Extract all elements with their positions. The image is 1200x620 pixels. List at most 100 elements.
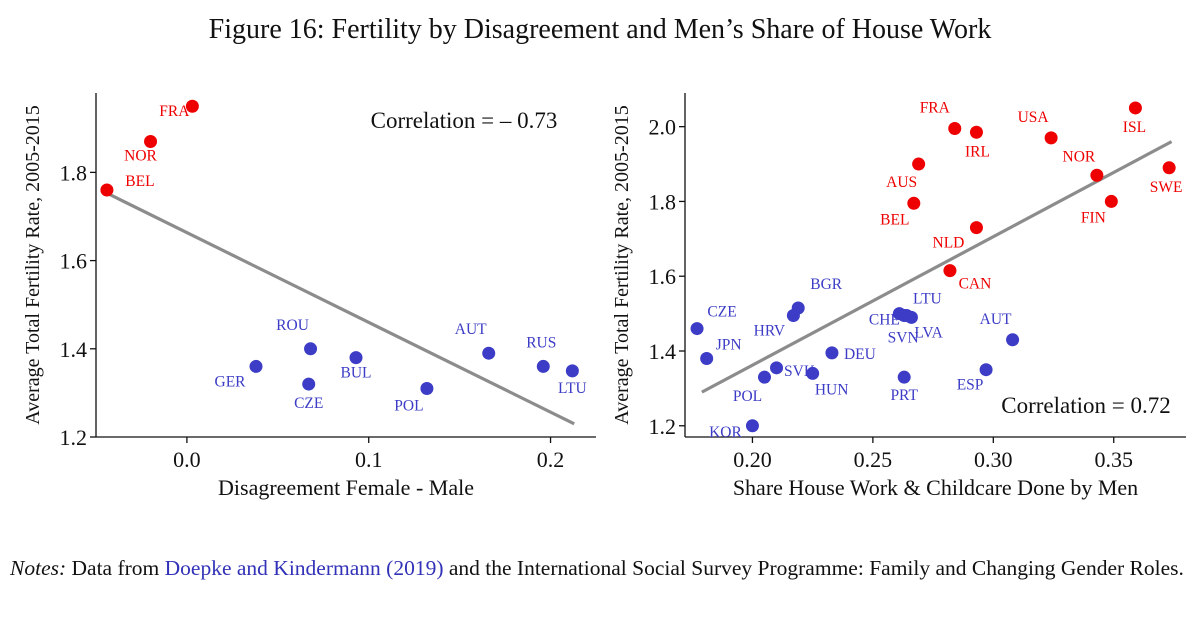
chart1-x-tick-label: 0.2 [537,447,565,472]
chart2-point-label-nor: NOR [1063,148,1096,165]
chart2-y-tick-label: 2.0 [649,115,677,140]
chart2-point-esp [979,363,993,377]
chart2-point-label-jpn: JPN [716,336,742,353]
chart1-correlation-label: Correlation = – 0.73 [371,108,558,133]
chart2-x-axis-label: Share House Work & Childcare Done by Men [733,475,1138,500]
chart2-point-pol [757,370,771,384]
chart1-point-fra [185,99,199,113]
chart1-point-label-ltu: LTU [558,380,587,397]
chart2-point-hun [806,366,820,380]
chart2-point-label-aut: AUT [980,311,1012,328]
chart2-point-kor [745,419,759,433]
chart2-point-label-fin: FIN [1081,209,1106,226]
chart2-fit-line [701,140,1173,394]
chart1-y-tick-label: 1.2 [60,425,88,450]
chart2-point-nld [969,221,983,235]
chart2-x-tick-label: 0.35 [1094,447,1133,472]
chart2-point-hrv [786,308,800,322]
chart1-point-bul [349,351,363,365]
chart1-point-label-ger: GER [215,373,247,390]
chart2-point-label-hun: HUN [815,381,849,398]
chart1-point-label-rus: RUS [526,334,556,351]
chart2-point-svk [770,361,784,375]
chart2-point-label-lva: LVA [914,324,943,341]
chart1-point-cze [302,377,316,391]
chart1-x-axis-label: Disagreement Female - Male [218,475,474,500]
chart1-point-rus [536,359,550,373]
chart2-point-nor [1090,168,1104,182]
chart2-y-tick-label: 1.8 [649,189,677,214]
chart2-point-label-deu: DEU [844,346,876,363]
chart2-point-deu [825,346,839,360]
notes-citation-link[interactable]: Doepke and Kindermann (2019) [164,556,444,580]
notes-text-after: and the International Social Survey Prog… [448,556,1184,580]
chart2-point-cze [690,322,704,336]
chart1-point-ltu [565,364,579,378]
chart1-point-label-bel: BEL [125,173,154,190]
chart1-point-label-fra: FRA [159,103,190,120]
chart2-point-label-cze: CZE [707,304,736,321]
charts-svg: 1.2 1.4 1.6 1.8 0.0 0.1 0.2 Disagreement Female… [22,93,1186,500]
chart2-point-isl [1128,101,1142,115]
chart2-point-label-bel: BEL [880,211,909,228]
chart2-point-label-isl: ISL [1123,119,1146,136]
chart1-y-tick-label: 1.4 [60,337,88,362]
chart2-point-label-bgr: BGR [810,276,843,293]
chart2-point-label-che: CHE [869,312,900,329]
chart2-point-label-ltu: LTU [913,290,942,307]
chart1-point-bel [100,183,114,197]
chart1-y-tick-label: 1.6 [60,249,88,274]
chart2-point-aut [1006,333,1020,347]
chart1-x-tick-label: 0.1 [355,447,383,472]
chart2-point-lva [900,308,914,322]
notes-text-before: Data from [71,556,160,580]
chart1-point-nor [144,135,158,149]
chart2-point-label-nld: NLD [933,235,965,252]
figure-title: Figure 16: Fertility by Disagreement and… [208,14,992,45]
chart2-point-prt [897,370,911,384]
chart2-point-label-aus: AUS [886,174,917,191]
chart2-point-fin [1104,194,1118,208]
chart1-point-label-aut: AUT [455,321,487,338]
chart2-point-label-prt: PRT [890,387,918,404]
chart2-point-label-esp: ESP [957,377,984,394]
chart2-point-label-pol: POL [733,388,762,405]
chart2-point-irl [969,125,983,139]
chart2-correlation-label: Correlation = 0.72 [1001,393,1170,418]
chart2-point-aus [912,157,926,171]
chart2-point-label-irl: IRL [965,143,990,160]
chart2-y-axis-label: Average Total Fertility Rate, 2005-2015 [611,105,633,424]
chart1-point-ger [249,359,263,373]
chart2-point-usa [1044,131,1058,145]
chart1-point-pol [420,381,434,395]
chart2-point-label-fra: FRA [920,100,951,117]
chart2-y-tick-label: 1.2 [649,414,677,439]
chart2-point-label-swe: SWE [1150,179,1183,196]
chart2-point-label-can: CAN [959,276,992,293]
chart2-point-fra [948,122,962,136]
chart2-x-tick-label: 0.30 [974,447,1013,472]
chart1-point-label-rou: ROU [276,317,309,334]
chart2-point-label-usa: USA [1018,109,1050,126]
chart1-fit-line [104,190,575,426]
chart2-point-can [943,264,957,278]
chart2-y-tick-label: 1.6 [649,264,677,289]
chart2-point-label-kor: KOR [709,424,742,441]
chart1-point-label-nor: NOR [124,148,157,165]
notes: Notes: Data from Doepke and Kindermann (… [10,553,1190,584]
chart2-point-label-svn: SVN [888,329,919,346]
chart1-y-tick-label: 1.8 [60,160,88,185]
chart1-point-aut [482,346,496,360]
chart2-y-tick-label: 1.4 [649,339,677,364]
chart1-point-label-cze: CZE [294,395,323,412]
chart2-point-bel [907,196,921,210]
chart1-point-rou [304,342,318,356]
chart1-x-tick-label: 0.0 [173,447,201,472]
chart2-point-swe [1162,161,1176,175]
chart2-point-label-hrv: HRV [754,322,786,339]
notes-label: Notes: [10,556,67,580]
chart2-x-tick-label: 0.25 [854,447,893,472]
chart2-x-tick-label: 0.20 [733,447,772,472]
chart1-y-axis-label: Average Total Fertility Rate, 2005-2015 [22,105,44,424]
chart1-point-label-bul: BUL [341,365,372,382]
